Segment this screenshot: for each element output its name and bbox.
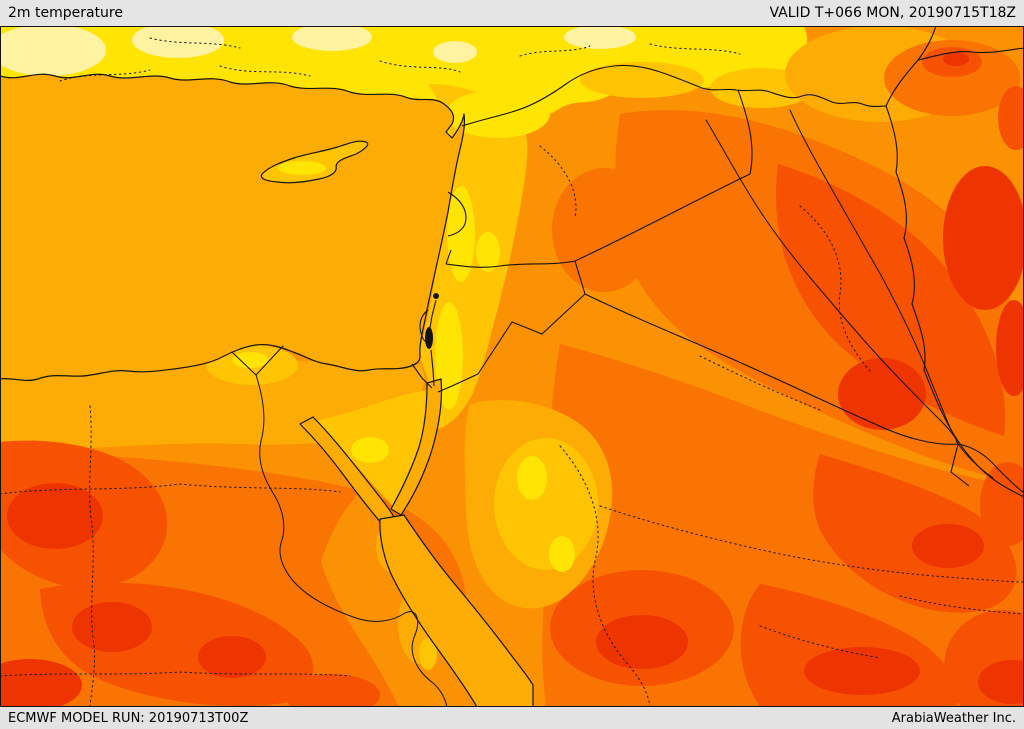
temp-region xyxy=(596,615,688,669)
dotted-line xyxy=(599,505,1024,583)
temp-region xyxy=(284,674,380,707)
temp-region xyxy=(447,186,475,282)
lakes xyxy=(425,293,439,349)
temp-region xyxy=(549,536,575,572)
temp-region xyxy=(564,26,636,49)
temp-region xyxy=(0,26,106,76)
temp-region xyxy=(446,90,550,138)
temp-region xyxy=(0,659,82,707)
border-line xyxy=(419,309,431,344)
temp-region xyxy=(912,524,984,568)
temp-region xyxy=(435,302,463,410)
dotted-line xyxy=(759,625,881,659)
temp-region xyxy=(978,660,1024,704)
temp-region xyxy=(494,438,598,570)
map-canvas xyxy=(0,26,1024,707)
dotted-line xyxy=(149,37,241,49)
temp-region xyxy=(998,86,1024,150)
dotted-line xyxy=(519,45,591,57)
temp-region xyxy=(884,40,1020,116)
border-line xyxy=(574,89,753,262)
tigris-river xyxy=(789,109,994,479)
temp-region xyxy=(943,166,1024,310)
temp-region xyxy=(198,636,266,678)
status-bar: ECMWF MODEL RUN: 20190713T00Z ArabiaWeat… xyxy=(0,707,1024,729)
border-line xyxy=(430,349,435,387)
temp-region xyxy=(813,454,1017,613)
temp-region xyxy=(7,483,103,549)
dotted-line xyxy=(539,145,577,219)
temp-region xyxy=(476,232,500,272)
border-line xyxy=(429,299,437,329)
dotted-line xyxy=(219,65,311,77)
temp-region xyxy=(351,437,389,463)
credit-label: ArabiaWeather Inc. xyxy=(891,710,1016,726)
product-title: 2m temperature xyxy=(8,5,123,21)
cyprus-highland xyxy=(278,161,326,175)
temp-region xyxy=(580,62,704,98)
temp-region xyxy=(943,52,969,66)
dotted-line xyxy=(0,483,341,495)
border-line xyxy=(885,105,1024,498)
dead-sea xyxy=(425,327,433,349)
border-line xyxy=(447,191,467,237)
border-line xyxy=(917,47,1024,61)
border-line xyxy=(445,260,576,268)
border-line xyxy=(574,260,586,295)
border-line xyxy=(950,443,970,487)
dotted-line xyxy=(899,595,1024,615)
border-line xyxy=(445,249,452,265)
mediterranean-sea xyxy=(0,73,466,382)
temp-region xyxy=(776,164,1006,436)
dotted-line xyxy=(799,205,871,372)
country-borders xyxy=(411,26,1024,498)
temp-region xyxy=(804,647,920,695)
temp-region xyxy=(996,300,1024,396)
dotted-line xyxy=(0,671,351,677)
temp-region xyxy=(72,602,152,652)
sea-of-galilee xyxy=(433,293,439,299)
border-line xyxy=(411,363,433,389)
border-line xyxy=(437,293,586,393)
temp-region xyxy=(232,352,268,368)
temp-region xyxy=(517,456,547,500)
dotted-line xyxy=(649,43,741,55)
temp-region xyxy=(838,358,926,430)
dotted-line xyxy=(89,405,95,707)
border-line xyxy=(461,64,887,127)
model-run-label: ECMWF MODEL RUN: 20190713T00Z xyxy=(8,710,249,726)
temperature-field xyxy=(0,26,1024,707)
border-line xyxy=(584,293,1024,494)
map-container xyxy=(0,26,1024,707)
dotted-line xyxy=(559,445,651,707)
red-sea xyxy=(379,514,534,707)
temp-region xyxy=(132,26,224,58)
euphrates-river xyxy=(705,119,959,444)
dotted-line xyxy=(59,69,151,82)
valid-time: VALID T+066 MON, 20190715T18Z xyxy=(769,5,1016,21)
rivers xyxy=(231,109,994,707)
title-bar: 2m temperature VALID T+066 MON, 20190715… xyxy=(0,0,1024,26)
dotted-line xyxy=(699,355,821,411)
dotted-boundaries xyxy=(0,37,1024,707)
temp-region xyxy=(419,638,437,670)
nile-river xyxy=(231,345,448,707)
temp-region xyxy=(292,26,372,51)
temp-region xyxy=(433,41,477,63)
